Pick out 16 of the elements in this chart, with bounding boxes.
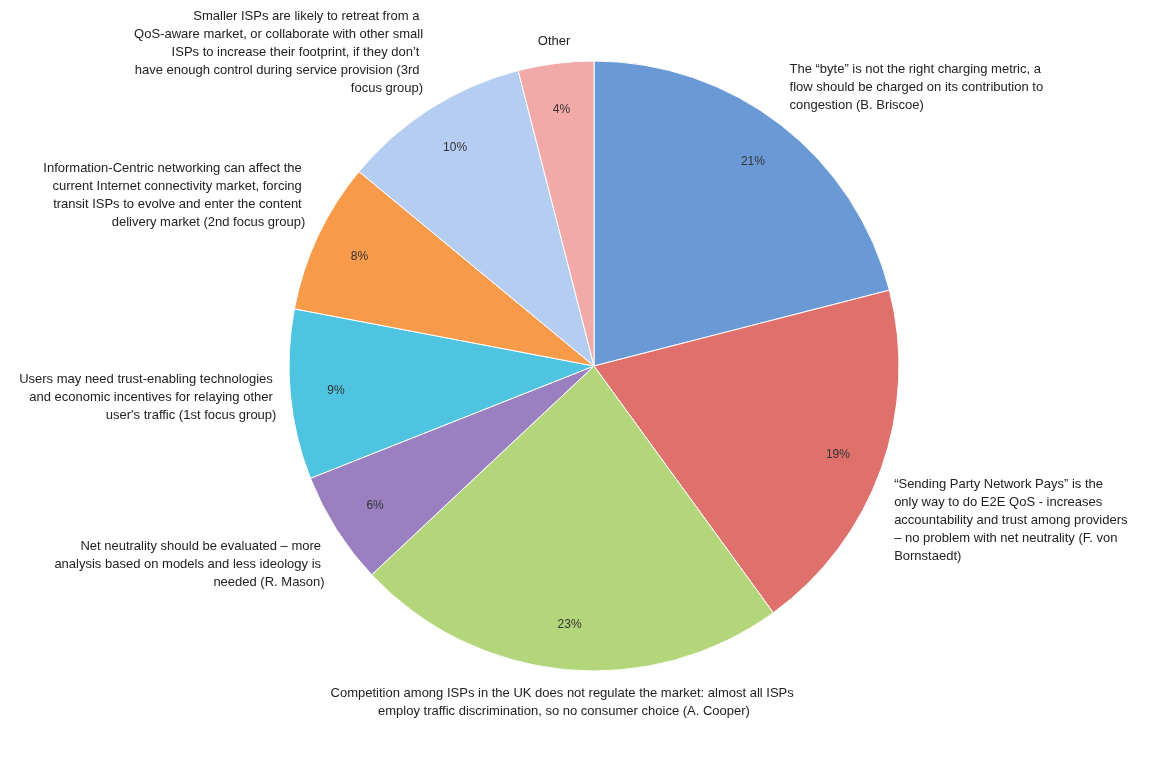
data-label: 23%: [557, 617, 582, 632]
data-label: 21%: [740, 154, 766, 169]
data-label: 4%: [552, 101, 571, 116]
data-label: 6%: [366, 497, 385, 512]
slice-label: Users may need trust-enabling technologies and economic incentives for relaying other user's traffic (1st focus group): [19, 370, 277, 422]
slice-label: The “byte” is not the right charging metric, a flow should be charged on its contribution to congestion (B. Briscoe): [789, 61, 1047, 113]
data-label: 8%: [350, 248, 369, 263]
data-label: 19%: [825, 446, 851, 461]
slice-label: Net neutrality should be evaluated – more analysis based on models and less ideology is needed (R. Mason): [54, 538, 325, 590]
slice-label: Information-Centric networking can affect the current Internet connectivity market, forcing transit ISPs to evolve and enter the content delivery market (2nd focus group): [43, 159, 306, 229]
slice-label: Other: [537, 33, 571, 49]
slice-label: Competition among ISPs in the UK does not regulate the market: almost all ISPs employ traffic discrimination, so no consumer choice (A. Cooper): [330, 685, 798, 719]
data-label: 10%: [443, 140, 468, 155]
slice-label: “Sending Party Network Pays” is the only way to do E2E QoS - increases accountability and trust among providers – no problem with net neutrality (F. von Bornstaedt): [894, 475, 1132, 563]
slice-label: Smaller ISPs are likely to retreat from a QoS-aware market, or collaborate with other small ISPs to increase their footprint, if they don’t have enough control during service provision (3rd focus group): [134, 8, 424, 96]
data-label: 9%: [327, 383, 345, 398]
